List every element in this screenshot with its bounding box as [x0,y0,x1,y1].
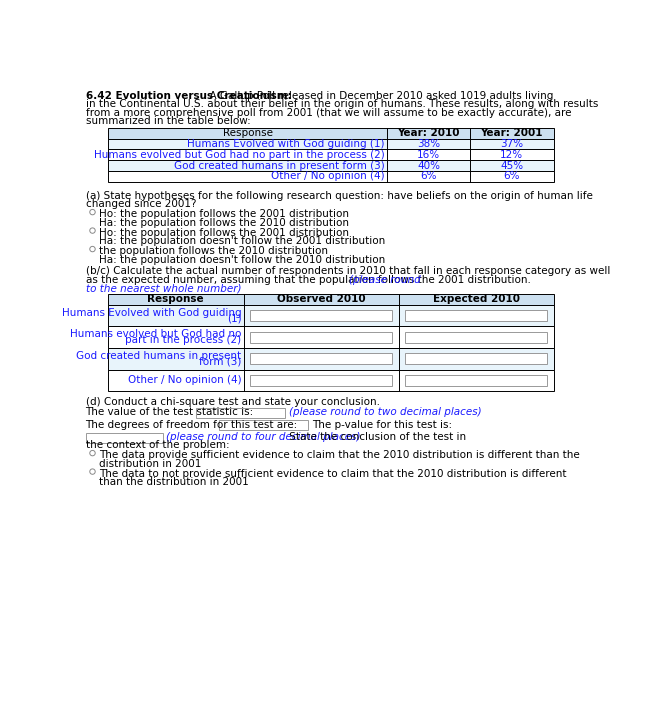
Text: (d) Conduct a chi-square test and state your conclusion.: (d) Conduct a chi-square test and state … [85,397,380,407]
Text: 45%: 45% [500,160,523,170]
Text: Humans evolved but God had no part in the process (2): Humans evolved but God had no part in th… [94,150,385,159]
Text: Ho: the population follows the 2001 distribution: Ho: the population follows the 2001 dist… [100,228,349,238]
FancyBboxPatch shape [250,375,393,386]
FancyBboxPatch shape [195,408,285,418]
FancyBboxPatch shape [250,353,393,364]
Text: 37%: 37% [500,139,523,149]
Text: Year: 2010: Year: 2010 [397,128,460,138]
Text: as the expected number, assuming that the population follows the 2001 distributi: as the expected number, assuming that th… [85,275,534,285]
Text: changed since 2001?: changed since 2001? [85,199,196,209]
Text: 16%: 16% [417,150,440,159]
FancyBboxPatch shape [108,348,554,370]
Text: The data to not provide sufficient evidence to claim that the 2010 distribution : The data to not provide sufficient evide… [100,469,567,479]
FancyBboxPatch shape [250,310,393,321]
FancyBboxPatch shape [108,370,554,391]
Text: distribution in 2001: distribution in 2001 [100,459,202,469]
Text: Humans Evolved with God guiding (1): Humans Evolved with God guiding (1) [187,139,385,149]
Text: 12%: 12% [500,150,523,159]
Text: the population follows the 2010 distribution: the population follows the 2010 distribu… [100,246,329,256]
Text: The p-value for this test is:: The p-value for this test is: [312,419,452,429]
Text: 40%: 40% [417,160,440,170]
Text: Response: Response [148,295,204,305]
Text: Response: Response [223,128,272,138]
Text: 38%: 38% [417,139,440,149]
FancyBboxPatch shape [108,150,554,160]
Text: 6.42 Evolution versus Creationism:: 6.42 Evolution versus Creationism: [85,91,291,101]
FancyBboxPatch shape [108,139,554,150]
Text: (b/c) Calculate the actual number of respondents in 2010 that fall in each respo: (b/c) Calculate the actual number of res… [85,266,610,276]
FancyBboxPatch shape [108,171,554,182]
Text: Humans Evolved with God guiding: Humans Evolved with God guiding [61,308,241,318]
Text: 6%: 6% [503,172,520,182]
Text: God created humans in present: God created humans in present [76,351,241,361]
Text: than the distribution in 2001: than the distribution in 2001 [100,477,249,488]
Text: 6%: 6% [420,172,437,182]
Text: State the conclusion of the test in: State the conclusion of the test in [286,432,466,442]
Text: Observed 2010: Observed 2010 [277,295,366,305]
Text: to the nearest whole number): to the nearest whole number) [85,283,241,293]
Text: Ho: the population follows the 2001 distribution: Ho: the population follows the 2001 dist… [100,209,349,219]
FancyBboxPatch shape [108,160,554,171]
Text: Other / No opinion (4): Other / No opinion (4) [127,375,241,385]
FancyBboxPatch shape [405,310,547,321]
Text: The value of the test statistic is:: The value of the test statistic is: [85,407,254,417]
Text: the context of the problem:: the context of the problem: [85,441,229,451]
Text: Ha: the population doesn't follow the 2010 distribution: Ha: the population doesn't follow the 20… [100,255,386,265]
Text: (please round: (please round [349,275,421,285]
Text: The data provide sufficient evidence to claim that the 2010 distribution is diff: The data provide sufficient evidence to … [100,451,580,461]
Text: from a more comprehensive poll from 2001 (that we will assume to be exactly accu: from a more comprehensive poll from 2001… [85,108,571,117]
Text: Year: 2001: Year: 2001 [481,128,543,138]
Text: The degrees of freedom for this test are:: The degrees of freedom for this test are… [85,419,298,429]
Text: Expected 2010: Expected 2010 [433,295,520,305]
Text: Ha: the population doesn't follow the 2001 distribution: Ha: the population doesn't follow the 20… [100,236,386,246]
Text: A Gallup Poll released in December 2010 asked 1019 adults living: A Gallup Poll released in December 2010 … [203,91,554,101]
Text: Ha: the population follows the 2010 distribution: Ha: the population follows the 2010 dist… [100,218,349,228]
Text: Humans evolved but God had no: Humans evolved but God had no [70,329,241,339]
FancyBboxPatch shape [85,433,163,443]
Text: (a) State hypotheses for the following research question: have beliefs on the or: (a) State hypotheses for the following r… [85,191,593,201]
FancyBboxPatch shape [405,375,547,386]
Text: (please round to four decimal places): (please round to four decimal places) [166,432,360,442]
Text: in the Continental U.S. about their belief in the origin of humans. These result: in the Continental U.S. about their beli… [85,99,598,110]
Text: God created humans in present form (3): God created humans in present form (3) [174,160,385,170]
Text: (1): (1) [226,314,241,324]
Text: summarized in the table below:: summarized in the table below: [85,116,250,126]
Text: part in the process (2): part in the process (2) [125,335,241,345]
Text: form (3): form (3) [199,357,241,367]
FancyBboxPatch shape [250,332,393,342]
Text: Other / No opinion (4): Other / No opinion (4) [271,172,385,182]
FancyBboxPatch shape [405,332,547,342]
FancyBboxPatch shape [108,294,554,305]
FancyBboxPatch shape [405,353,547,364]
FancyBboxPatch shape [108,326,554,348]
FancyBboxPatch shape [108,305,554,326]
FancyBboxPatch shape [219,420,308,430]
Text: (please round to two decimal places): (please round to two decimal places) [289,407,481,417]
FancyBboxPatch shape [108,127,554,139]
